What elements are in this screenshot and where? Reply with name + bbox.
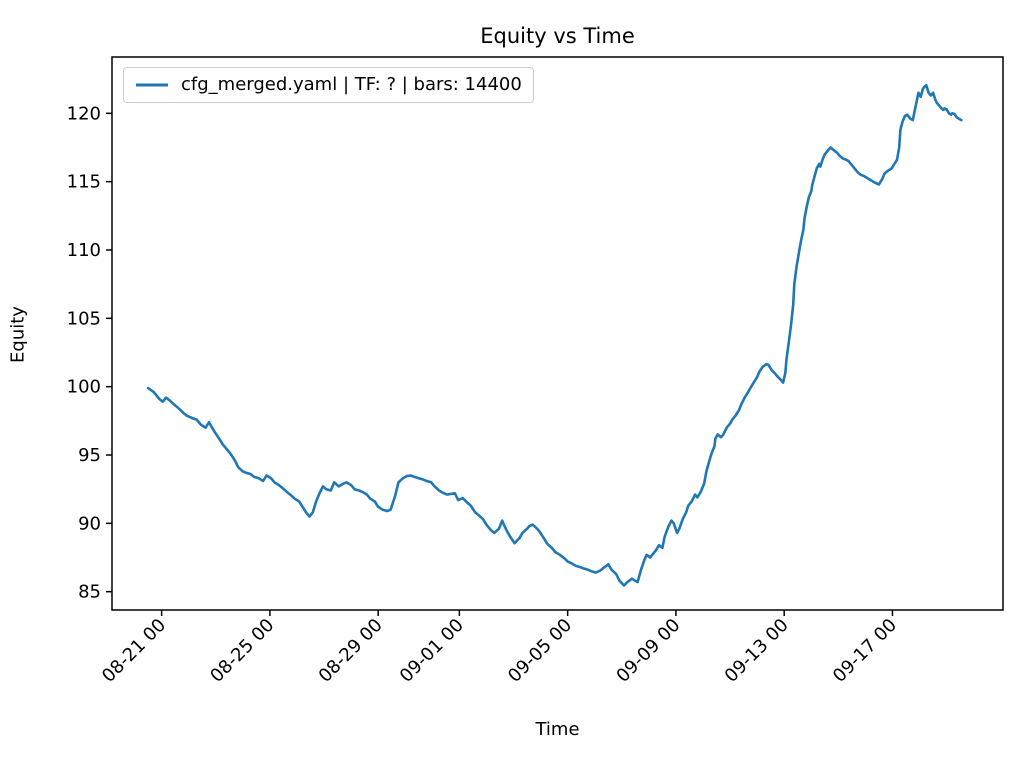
y-tick-label: 100 [67, 377, 101, 398]
x-tick-label: 09-17 00 [829, 615, 901, 687]
x-tick-label: 08-21 00 [98, 615, 170, 687]
x-axis-label: Time [535, 719, 580, 740]
axes-frame [111, 56, 1004, 611]
y-tick-label: 85 [78, 582, 101, 603]
x-tick-label: 09-09 00 [612, 615, 684, 687]
y-tick-label: 110 [67, 240, 101, 261]
y-tick-label: 90 [78, 513, 101, 534]
y-tick-label: 105 [67, 308, 101, 329]
y-tick-label: 95 [78, 445, 101, 466]
chart-title: Equity vs Time [480, 24, 635, 48]
legend-line-sample [136, 83, 168, 86]
x-tick-label: 08-29 00 [315, 615, 387, 687]
legend-label: cfg_merged.yaml | TF: ? | bars: 14400 [181, 74, 522, 95]
legend: cfg_merged.yaml | TF: ? | bars: 14400 [123, 67, 534, 103]
x-tick-label: 09-05 00 [504, 615, 576, 687]
y-tick-label: 120 [67, 103, 101, 124]
x-tick-label: 09-01 00 [396, 615, 468, 687]
x-tick-label: 08-25 00 [206, 615, 278, 687]
x-tick-label: 09-13 00 [721, 615, 793, 687]
y-tick-label: 115 [67, 172, 101, 193]
equity-line [146, 84, 963, 587]
